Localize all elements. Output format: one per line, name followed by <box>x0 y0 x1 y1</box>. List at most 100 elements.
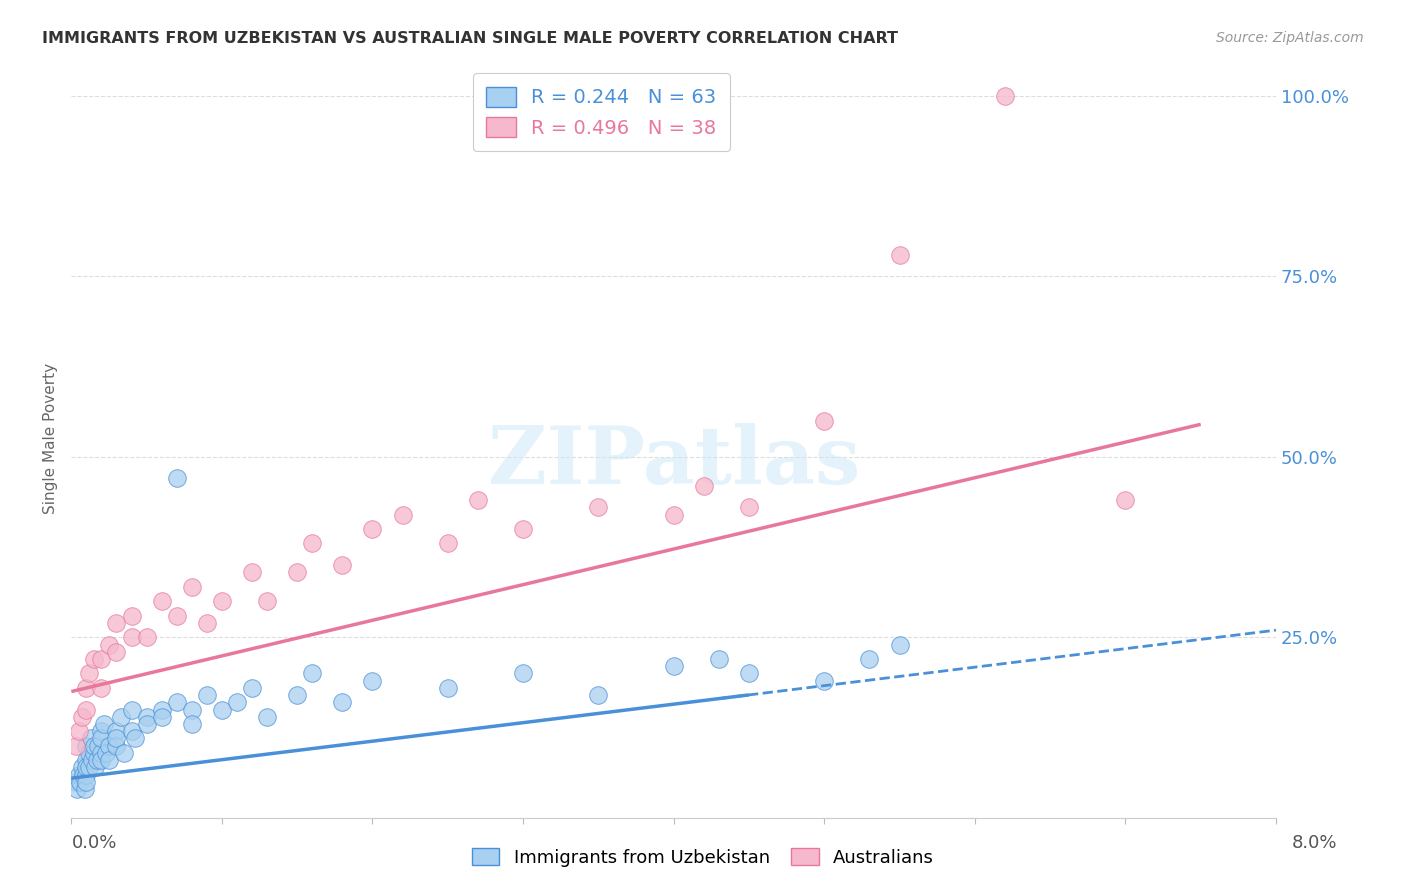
Point <box>150 594 173 608</box>
Point <box>105 739 128 753</box>
Point <box>211 703 233 717</box>
Point <box>166 471 188 485</box>
Point <box>301 536 323 550</box>
Point <box>135 631 157 645</box>
Point <box>662 508 685 522</box>
Point <box>121 724 143 739</box>
Point <box>75 753 97 767</box>
Point <box>256 710 278 724</box>
Point <box>889 247 911 261</box>
Point <box>79 760 101 774</box>
Point <box>180 580 202 594</box>
Point <box>105 731 128 746</box>
Point <box>67 767 90 781</box>
Point <box>75 739 97 753</box>
Point <box>73 782 96 797</box>
Point <box>70 760 93 774</box>
Point <box>256 594 278 608</box>
Point <box>82 753 104 767</box>
Point <box>180 717 202 731</box>
Point <box>66 782 89 797</box>
Point <box>70 710 93 724</box>
Point <box>90 681 112 695</box>
Point <box>90 652 112 666</box>
Point <box>94 746 117 760</box>
Point <box>90 746 112 760</box>
Point <box>693 479 716 493</box>
Point <box>75 703 97 717</box>
Point <box>65 774 87 789</box>
Point <box>97 753 120 767</box>
Point <box>994 88 1017 103</box>
Point <box>813 673 835 688</box>
Point <box>467 493 489 508</box>
Legend: R = 0.244   N = 63, R = 0.496   N = 38: R = 0.244 N = 63, R = 0.496 N = 38 <box>472 73 730 151</box>
Point <box>80 731 103 746</box>
Point <box>166 695 188 709</box>
Point <box>285 566 308 580</box>
Point <box>858 652 880 666</box>
Point <box>707 652 730 666</box>
Point <box>436 536 458 550</box>
Point <box>86 753 108 767</box>
Text: 8.0%: 8.0% <box>1292 834 1337 852</box>
Y-axis label: Single Male Poverty: Single Male Poverty <box>44 363 58 515</box>
Point <box>738 666 761 681</box>
Point <box>67 724 90 739</box>
Point <box>75 760 97 774</box>
Point <box>93 717 115 731</box>
Point <box>121 608 143 623</box>
Point <box>90 731 112 746</box>
Point <box>105 645 128 659</box>
Point <box>512 522 534 536</box>
Point <box>87 739 110 753</box>
Text: ZIPatlas: ZIPatlas <box>488 423 859 500</box>
Point <box>83 746 105 760</box>
Point <box>662 659 685 673</box>
Point <box>180 703 202 717</box>
Point <box>330 695 353 709</box>
Point <box>512 666 534 681</box>
Point <box>301 666 323 681</box>
Point <box>79 746 101 760</box>
Point <box>83 652 105 666</box>
Point <box>889 638 911 652</box>
Point <box>121 703 143 717</box>
Point <box>75 681 97 695</box>
Point <box>121 631 143 645</box>
Point <box>97 739 120 753</box>
Point <box>813 414 835 428</box>
Point <box>72 767 94 781</box>
Point <box>361 522 384 536</box>
Point <box>166 608 188 623</box>
Point <box>65 739 87 753</box>
Point <box>361 673 384 688</box>
Point <box>135 717 157 731</box>
Point <box>195 688 218 702</box>
Point <box>436 681 458 695</box>
Point <box>588 688 610 702</box>
Text: Source: ZipAtlas.com: Source: ZipAtlas.com <box>1216 31 1364 45</box>
Point <box>75 767 97 781</box>
Point <box>110 710 132 724</box>
Point <box>150 703 173 717</box>
Point <box>195 615 218 630</box>
Point <box>391 508 413 522</box>
Point <box>124 731 146 746</box>
Point <box>75 774 97 789</box>
Point <box>79 666 101 681</box>
Point <box>69 774 91 789</box>
Point <box>588 500 610 515</box>
Point <box>211 594 233 608</box>
Point <box>90 753 112 767</box>
Point <box>330 558 353 573</box>
Point <box>90 724 112 739</box>
Text: 0.0%: 0.0% <box>72 834 117 852</box>
Point <box>1114 493 1136 508</box>
Text: IMMIGRANTS FROM UZBEKISTAN VS AUSTRALIAN SINGLE MALE POVERTY CORRELATION CHART: IMMIGRANTS FROM UZBEKISTAN VS AUSTRALIAN… <box>42 31 898 46</box>
Point <box>97 638 120 652</box>
Legend: Immigrants from Uzbekistan, Australians: Immigrants from Uzbekistan, Australians <box>465 841 941 874</box>
Point <box>84 760 107 774</box>
Point <box>150 710 173 724</box>
Point <box>105 724 128 739</box>
